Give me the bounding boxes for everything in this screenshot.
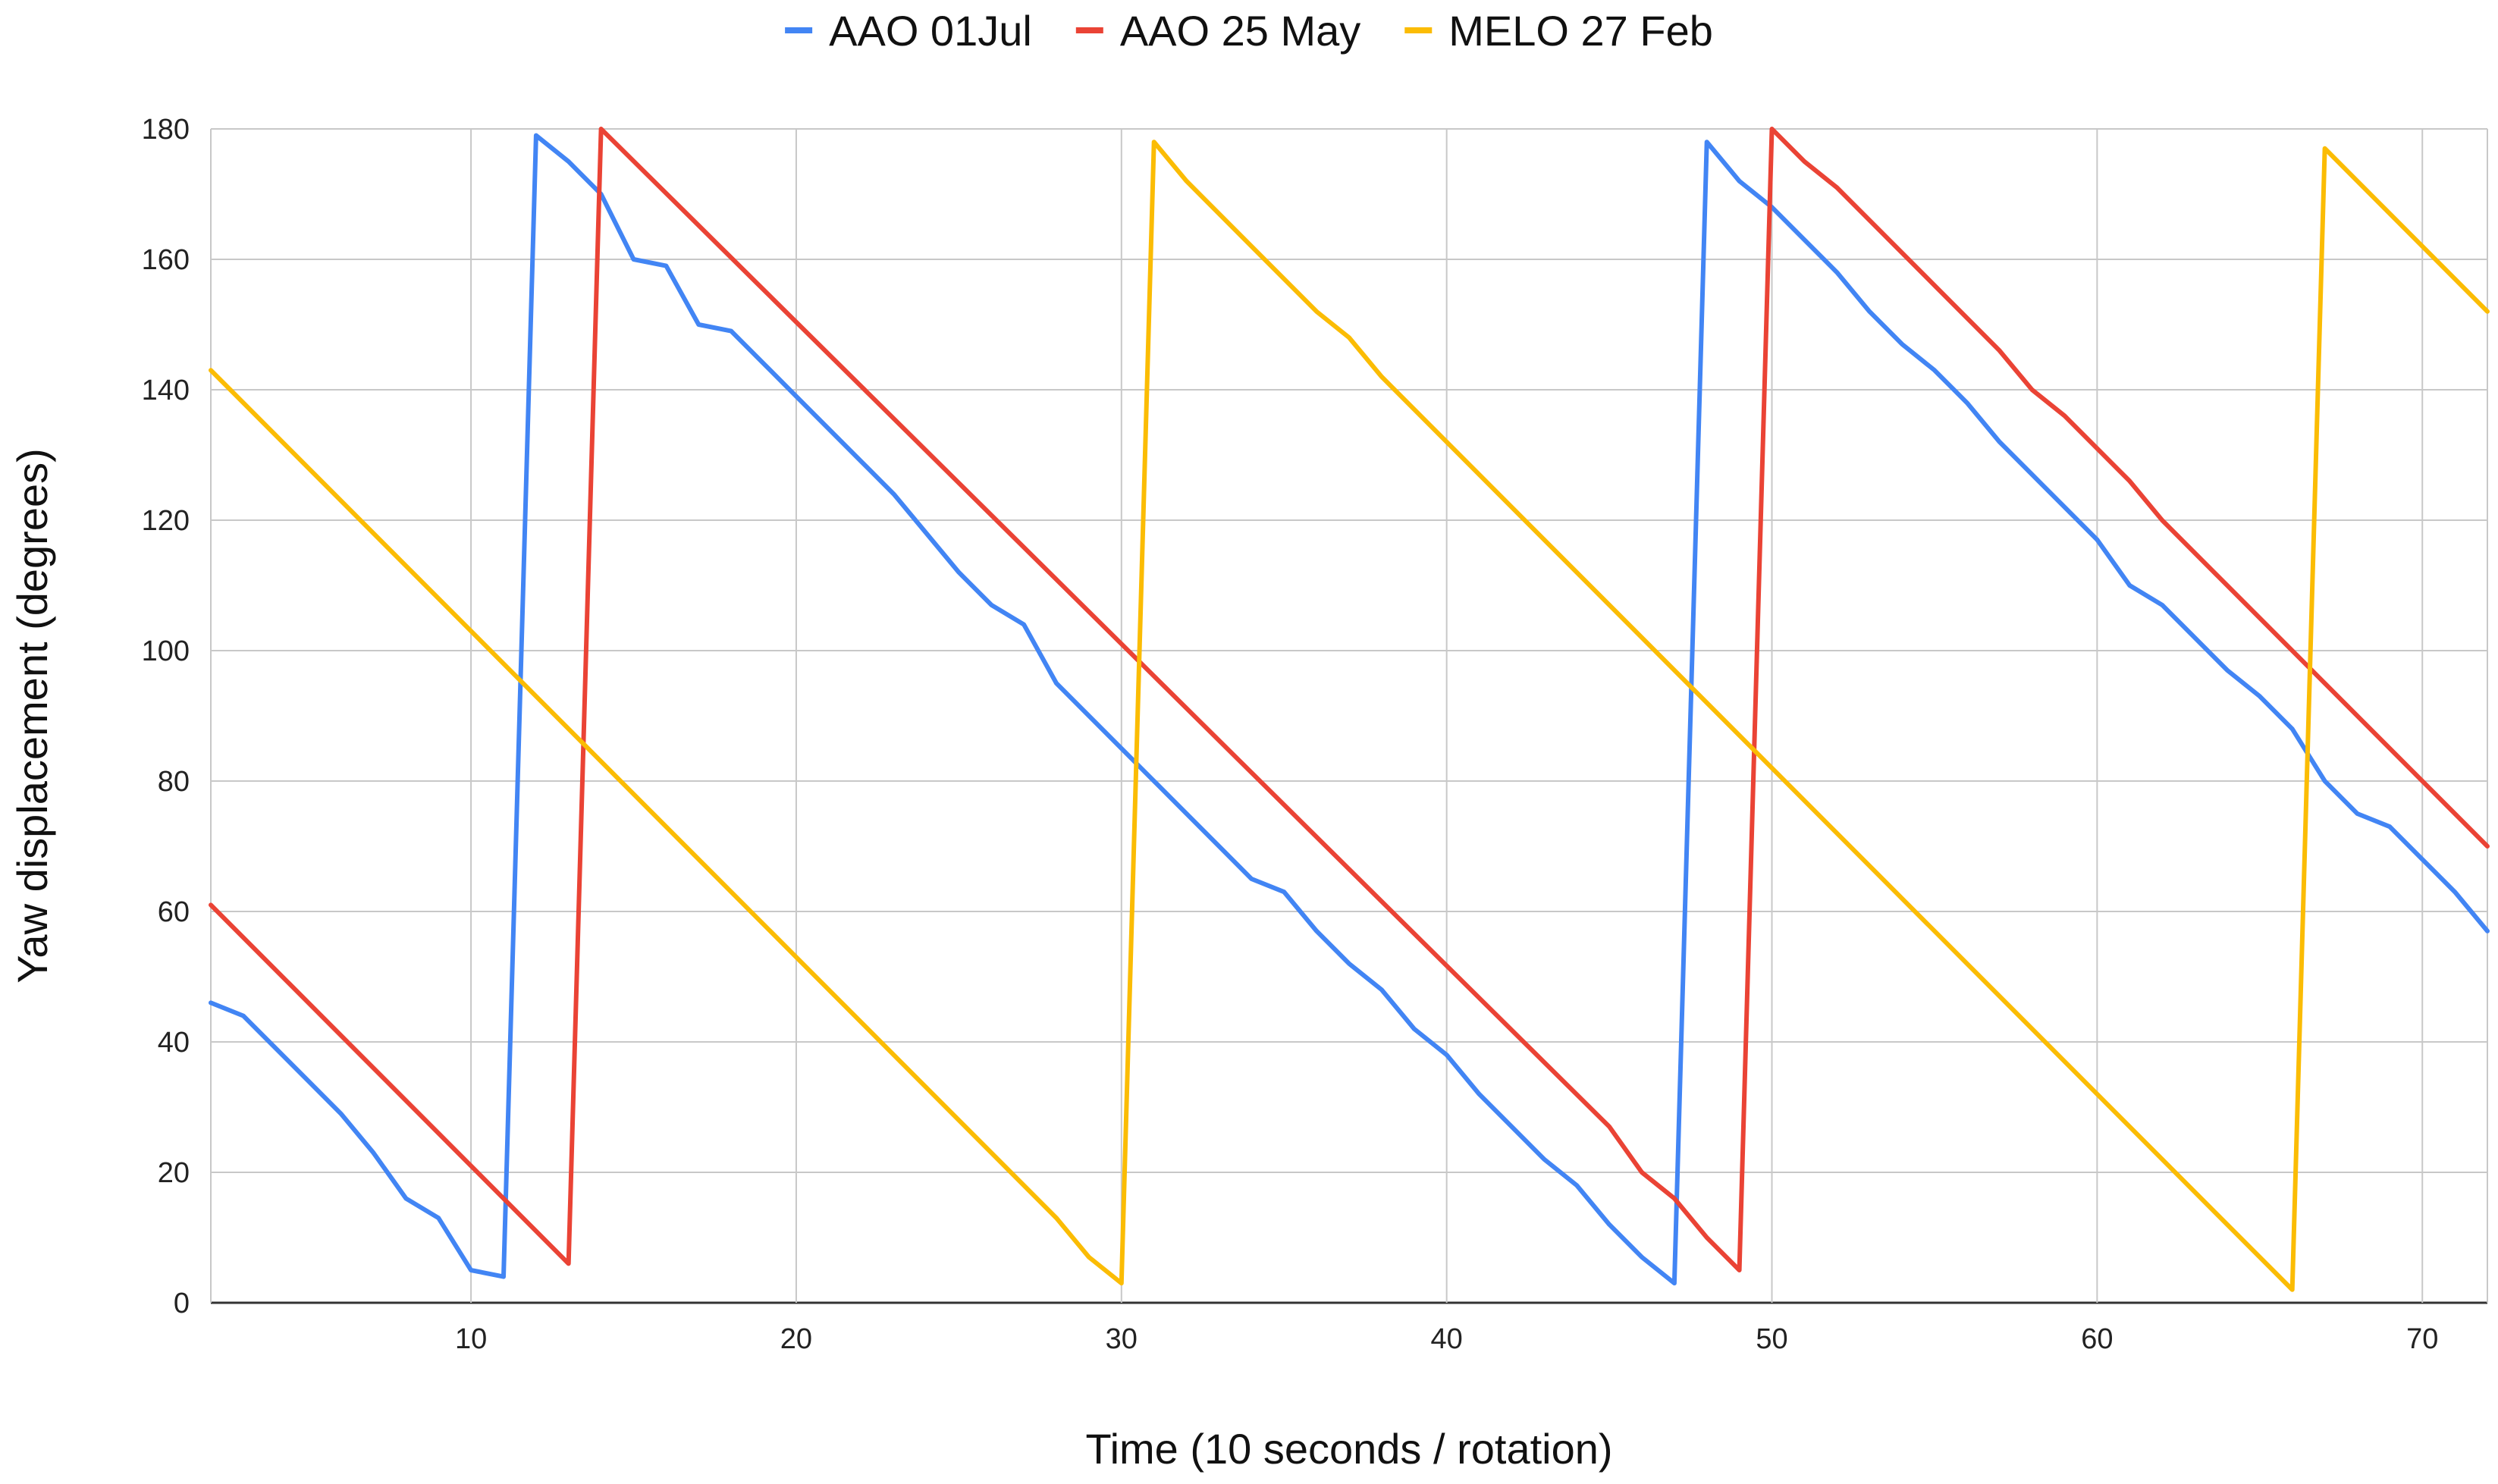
y-tick-label: 60: [158, 896, 190, 928]
legend-item: MELO 27 Feb: [1404, 7, 1713, 55]
y-axis-ticks: 0 20 40 60 80 100 120 140 160 180: [142, 114, 190, 1319]
series-line-melo-27-feb: [209, 140, 2490, 1292]
legend: AAO 01Jul AAO 25 May MELO 27 Feb: [785, 7, 1713, 55]
x-tick-label: 60: [2081, 1323, 2113, 1355]
series-line-aao-01jul: [209, 133, 2490, 1286]
x-tick-label: 10: [455, 1323, 487, 1355]
x-tick-label: 70: [2406, 1323, 2438, 1355]
x-tick-label: 50: [1756, 1323, 1787, 1355]
series-lines: [209, 127, 2490, 1292]
legend-item: AAO 01Jul: [785, 7, 1032, 55]
x-tick-label: 20: [780, 1323, 812, 1355]
y-tick-label: 180: [142, 114, 190, 146]
grid: [210, 128, 2488, 1304]
legend-label: AAO 01Jul: [829, 7, 1032, 55]
x-axis-ticks: 10 20 30 40 50 60 70: [455, 1323, 2438, 1355]
y-tick-label: 40: [158, 1027, 190, 1059]
legend-swatch: [1404, 27, 1433, 33]
y-tick-label: 80: [158, 766, 190, 798]
legend-swatch: [1075, 27, 1103, 33]
x-tick-label: 40: [1431, 1323, 1463, 1355]
x-axis-title: Time (10 seconds / rotation): [1085, 1425, 1612, 1473]
y-tick-label: 100: [142, 635, 190, 667]
legend-label: MELO 27 Feb: [1448, 7, 1713, 55]
y-axis-title: Yaw displacement (degrees): [8, 448, 56, 984]
y-tick-label: 20: [158, 1157, 190, 1189]
y-tick-label: 0: [174, 1288, 190, 1319]
x-tick-label: 30: [1106, 1323, 1138, 1355]
y-tick-label: 160: [142, 244, 190, 276]
y-tick-label: 140: [142, 375, 190, 406]
legend-item: AAO 25 May: [1075, 7, 1360, 55]
legend-swatch: [785, 27, 813, 33]
series-line-aao-25-may: [209, 127, 2490, 1272]
y-tick-label: 120: [142, 505, 190, 537]
legend-label: AAO 25 May: [1120, 7, 1360, 55]
